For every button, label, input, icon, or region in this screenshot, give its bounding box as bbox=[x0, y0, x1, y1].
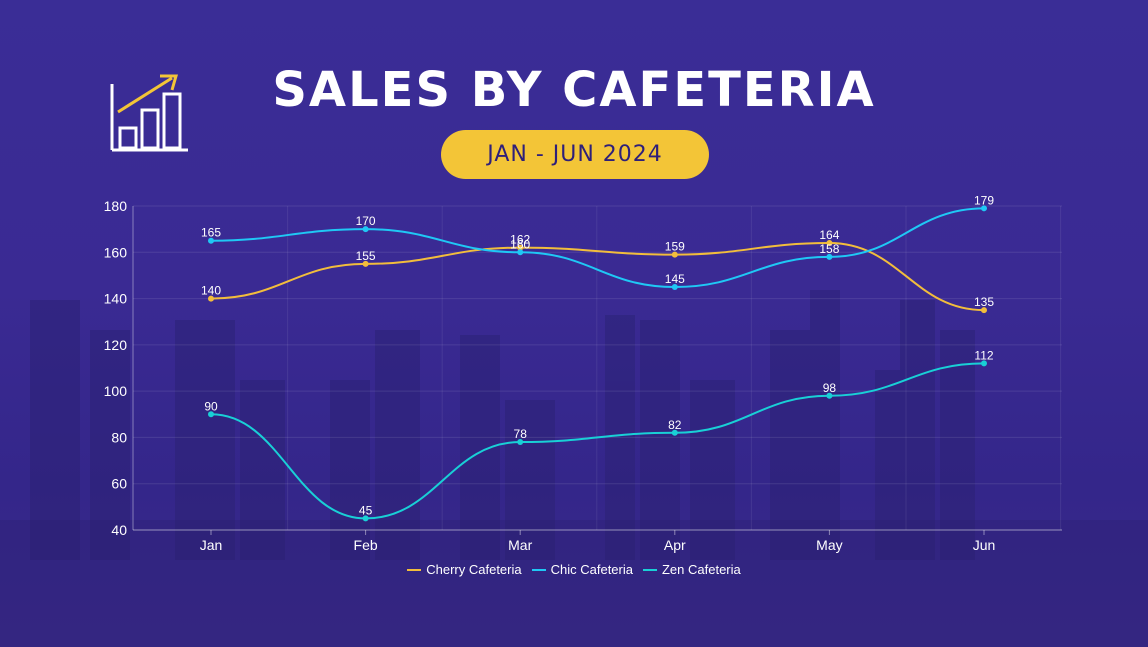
data-label: 45 bbox=[359, 503, 373, 517]
data-label: 82 bbox=[668, 418, 682, 432]
data-point bbox=[826, 240, 833, 247]
data-point bbox=[981, 360, 987, 367]
x-tick-label: May bbox=[816, 537, 842, 553]
legend-swatch bbox=[407, 568, 422, 571]
data-point bbox=[671, 284, 678, 290]
series-line-chic-cafeteria bbox=[210, 207, 985, 289]
data-label: 170 bbox=[356, 214, 376, 228]
data-label: 145 bbox=[665, 272, 685, 286]
data-label: 158 bbox=[819, 242, 839, 256]
data-point bbox=[362, 226, 369, 233]
data-label: 140 bbox=[201, 284, 221, 298]
legend-label: Zen Cafeteria bbox=[661, 562, 741, 577]
legend-item[interactable]: Chic Cafeteria bbox=[531, 562, 633, 577]
data-label: 155 bbox=[356, 249, 376, 263]
x-tick-label: Feb bbox=[354, 537, 378, 553]
data-point bbox=[981, 307, 987, 314]
data-point bbox=[671, 251, 678, 258]
data-label: 135 bbox=[974, 295, 994, 309]
data-point bbox=[362, 515, 369, 522]
page-title: SALES BY CAFETERIA bbox=[272, 62, 876, 118]
legend-label: Cherry Cafeteria bbox=[426, 562, 522, 577]
data-point bbox=[517, 439, 524, 446]
data-label: 164 bbox=[819, 228, 839, 242]
y-tick-label: 100 bbox=[104, 383, 128, 399]
data-point bbox=[208, 411, 214, 418]
x-tick-label: Apr bbox=[664, 537, 686, 553]
data-point bbox=[208, 237, 214, 244]
data-label: 162 bbox=[510, 233, 530, 247]
x-tick-label: Jan bbox=[200, 537, 223, 553]
data-label: 112 bbox=[974, 348, 993, 362]
series-line-zen-cafeteria bbox=[210, 362, 985, 520]
data-point bbox=[826, 392, 833, 399]
y-tick-label: 140 bbox=[104, 291, 128, 307]
data-point bbox=[981, 205, 987, 212]
y-tick-label: 160 bbox=[104, 244, 128, 260]
data-label: 78 bbox=[514, 427, 528, 441]
data-label: 179 bbox=[974, 193, 994, 207]
data-label: 159 bbox=[665, 240, 685, 254]
y-tick-label: 180 bbox=[104, 198, 128, 214]
chart-legend: Cherry Cafeteria Chic Cafeteria Zen Cafete… bbox=[0, 562, 1148, 577]
x-tick-label: Mar bbox=[508, 537, 532, 553]
data-point bbox=[826, 253, 833, 260]
y-tick-label: 60 bbox=[111, 476, 127, 492]
legend-swatch bbox=[531, 568, 546, 571]
date-range-badge: JAN - JUN 2024 bbox=[441, 130, 709, 179]
data-point bbox=[517, 249, 524, 256]
data-point bbox=[208, 295, 214, 302]
y-tick-label: 40 bbox=[111, 522, 127, 538]
y-tick-label: 120 bbox=[104, 337, 128, 353]
data-label: 160 bbox=[510, 237, 530, 251]
data-label: 165 bbox=[201, 226, 221, 240]
y-tick-label: 80 bbox=[111, 429, 127, 445]
legend-item[interactable]: Zen Cafeteria bbox=[642, 562, 741, 577]
legend-swatch bbox=[642, 568, 657, 571]
series-line-cherry-cafeteria bbox=[210, 242, 985, 312]
data-label: 90 bbox=[204, 399, 218, 413]
data-label: 98 bbox=[823, 381, 837, 395]
data-point bbox=[671, 429, 678, 436]
data-point bbox=[362, 260, 369, 267]
legend-item[interactable]: Cherry Cafeteria bbox=[407, 562, 522, 577]
legend-label: Chic Cafeteria bbox=[550, 562, 633, 577]
data-point bbox=[517, 244, 524, 251]
x-tick-label: Jun bbox=[973, 537, 996, 553]
bar-chart-growth-icon bbox=[108, 72, 192, 161]
